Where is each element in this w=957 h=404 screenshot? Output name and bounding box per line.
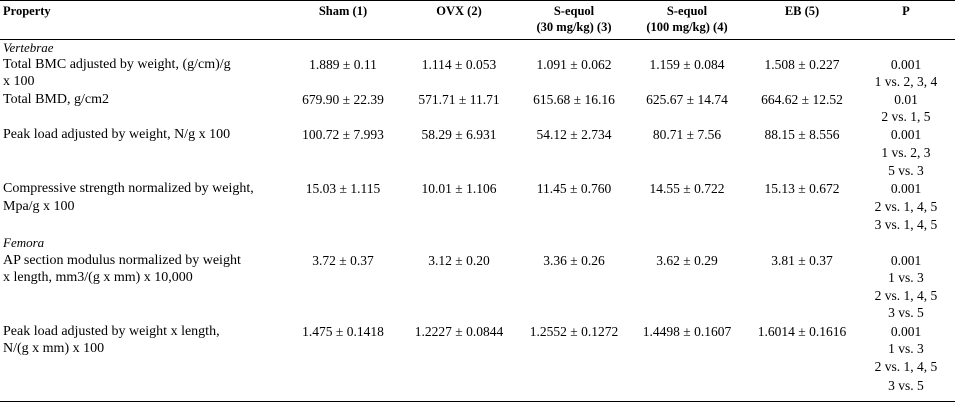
cell-sequol100: 625.67 ± 14.74 — [646, 92, 728, 107]
cell-sequol100: 3.62 ± 0.29 — [656, 253, 718, 268]
cell-p: 1 vs. 2, 3 — [881, 145, 931, 160]
cell-ovx: 1.2227 ± 0.0844 — [414, 324, 504, 339]
cell-p: 2 vs. 1, 4, 5 — [874, 359, 938, 374]
cell-eb: 1.508 ± 0.227 — [764, 57, 840, 72]
cell-sham: 100.72 ± 7.993 — [302, 127, 384, 142]
cell-p: 0.001 — [890, 127, 922, 142]
cell-ovx: 1.114 ± 0.053 — [421, 57, 497, 72]
cell-sham: 679.90 ± 22.39 — [302, 92, 384, 107]
top-rule — [0, 0, 955, 1]
header-sham: Sham (1) — [318, 4, 368, 18]
header-sequol30-line1: S-equol — [553, 4, 595, 18]
cell-sequol30: 1.091 ± 0.062 — [536, 57, 612, 72]
cell-p: 0.01 — [894, 92, 918, 107]
header-p: P — [902, 4, 910, 18]
section-vertebrae: Vertebrae — [3, 40, 54, 55]
cell-p: 5 vs. 3 — [888, 163, 924, 178]
row-label-line: Peak load adjusted by weight x length, — [3, 324, 220, 339]
cell-sham: 15.03 ± 1.115 — [305, 181, 381, 196]
cell-p: 3 vs. 1, 4, 5 — [874, 217, 938, 232]
cell-eb: 664.62 ± 12.52 — [761, 92, 843, 107]
row-label-line: Peak load adjusted by weight, N/g x 100 — [3, 127, 231, 142]
header-rule — [0, 39, 955, 40]
row-label-line: x 100 — [3, 74, 35, 89]
header-sequol100-line2: (100 mg/kg) (4) — [646, 20, 728, 34]
row-label-line: Total BMD, g/cm2 — [3, 92, 109, 107]
cell-p: 1 vs. 2, 3, 4 — [874, 74, 938, 89]
header-eb: EB (5) — [784, 4, 820, 18]
cell-p: 1 vs. 3 — [888, 270, 924, 285]
header-sequol30-line2: (30 mg/kg) (3) — [536, 20, 612, 34]
header-property: Property — [3, 4, 51, 18]
row-label-line: Mpa/g x 100 — [3, 199, 75, 214]
section-femora: Femora — [3, 235, 45, 250]
cell-sequol100: 14.55 ± 0.722 — [649, 181, 725, 196]
cell-p: 2 vs. 1, 5 — [881, 109, 931, 124]
cell-sequol100: 1.4498 ± 0.1607 — [642, 324, 732, 339]
cell-eb: 15.13 ± 0.672 — [764, 181, 840, 196]
cell-sequol100: 1.159 ± 0.084 — [649, 57, 725, 72]
cell-sequol30: 11.45 ± 0.760 — [536, 181, 612, 196]
cell-sham: 1.889 ± 0.11 — [309, 57, 377, 72]
cell-sham: 3.72 ± 0.37 — [312, 253, 374, 268]
cell-ovx: 571.71 ± 11.71 — [418, 92, 500, 107]
cell-eb: 88.15 ± 8.556 — [764, 127, 840, 142]
cell-p: 0.001 — [890, 181, 922, 196]
row-label-line: N/(g x mm) x 100 — [3, 341, 105, 356]
row-label-line: x length, mm3/(g x mm) x 10,000 — [3, 270, 193, 285]
cell-ovx: 3.12 ± 0.20 — [428, 253, 490, 268]
cell-sequol100: 80.71 ± 7.56 — [652, 127, 722, 142]
cell-ovx: 58.29 ± 6.931 — [421, 127, 497, 142]
cell-p: 2 vs. 1, 4, 5 — [874, 199, 938, 214]
cell-p: 3 vs. 5 — [888, 378, 924, 393]
row-label-line: AP section modulus normalized by weight — [3, 253, 241, 268]
cell-eb: 1.6014 ± 0.1616 — [757, 324, 847, 339]
cell-p: 0.001 — [890, 57, 922, 72]
cell-p: 0.001 — [890, 324, 922, 339]
cell-p: 3 vs. 5 — [888, 305, 924, 320]
cell-p: 2 vs. 1, 4, 5 — [874, 288, 938, 303]
cell-sequol30: 1.2552 ± 0.1272 — [529, 324, 619, 339]
cell-sequol30: 3.36 ± 0.26 — [543, 253, 605, 268]
row-label-line: Total BMC adjusted by weight, (g/cm)/g — [3, 57, 231, 72]
row-label-line: Compressive strength normalized by weigh… — [3, 181, 254, 196]
bottom-rule — [0, 401, 955, 402]
cell-p: 1 vs. 3 — [888, 341, 924, 356]
cell-ovx: 10.01 ± 1.106 — [421, 181, 497, 196]
cell-sequol30: 615.68 ± 16.16 — [533, 92, 615, 107]
cell-p: 0.001 — [890, 253, 922, 268]
header-sequol100-line1: S-equol — [666, 4, 708, 18]
cell-sham: 1.475 ± 0.1418 — [302, 324, 384, 339]
cell-sequol30: 54.12 ± 2.734 — [536, 127, 612, 142]
cell-eb: 3.81 ± 0.37 — [771, 253, 833, 268]
header-ovx: OVX (2) — [436, 4, 482, 18]
